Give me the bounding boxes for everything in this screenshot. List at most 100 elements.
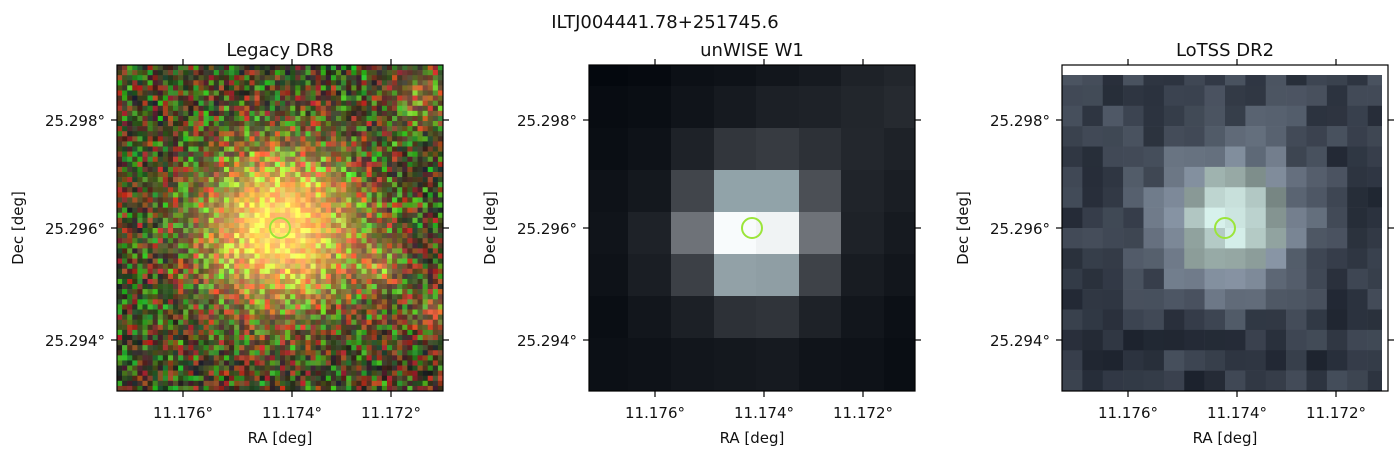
image-pixel	[320, 197, 327, 203]
image-pixel	[162, 355, 169, 361]
image-pixel	[280, 115, 286, 122]
image-pixel	[427, 350, 434, 356]
image-pixel	[315, 243, 322, 249]
image-pixel	[381, 228, 388, 234]
image-pixel	[402, 110, 408, 117]
image-pixel	[756, 296, 800, 339]
image-pixel	[1102, 207, 1124, 229]
image-pixel	[198, 202, 204, 208]
image-pixel	[341, 85, 347, 91]
image-pixel	[386, 284, 393, 290]
image-pixel	[193, 70, 199, 76]
image-pixel	[290, 314, 296, 320]
image-pixel	[300, 141, 306, 147]
image-pixel	[234, 340, 240, 346]
image-pixel	[1062, 65, 1388, 75]
image-pixel	[1163, 146, 1185, 168]
image-pixel	[412, 197, 418, 203]
image-pixel	[203, 141, 209, 147]
image-pixel	[162, 238, 169, 244]
image-pixel	[346, 278, 352, 285]
image-pixel	[407, 110, 413, 117]
image-pixel	[346, 284, 352, 290]
image-pixel	[361, 121, 367, 127]
image-pixel	[234, 253, 240, 259]
image-pixel	[381, 136, 388, 142]
image-pixel	[142, 319, 148, 326]
image-pixel	[432, 345, 439, 351]
image-pixel	[422, 80, 429, 86]
image-pixel	[346, 212, 352, 219]
image-pixel	[432, 207, 439, 214]
image-pixel	[392, 309, 398, 315]
image-pixel	[397, 222, 403, 229]
image-pixel	[213, 177, 220, 183]
image-pixel	[274, 238, 281, 244]
image-pixel	[366, 340, 372, 346]
image-pixel	[132, 207, 138, 214]
image-pixel	[422, 146, 429, 152]
image-pixel	[244, 70, 250, 76]
image-pixel	[218, 100, 225, 107]
image-pixel	[290, 324, 296, 331]
image-pixel	[341, 156, 347, 163]
image-pixel	[208, 217, 215, 224]
image-pixel	[432, 131, 439, 137]
image-pixel	[285, 345, 291, 351]
image-pixel	[1082, 370, 1104, 392]
image-pixel	[351, 126, 357, 132]
image-pixel	[183, 177, 189, 183]
image-pixel	[269, 131, 276, 137]
image-pixel	[285, 309, 291, 315]
image-pixel	[254, 192, 260, 198]
image-pixel	[356, 100, 362, 107]
image-pixel	[371, 380, 378, 387]
image-pixel	[320, 365, 327, 371]
image-pixel	[290, 95, 296, 101]
image-pixel	[330, 334, 337, 341]
image-pixel	[310, 202, 316, 208]
image-pixel	[371, 258, 378, 264]
image-pixel	[173, 238, 179, 244]
image-pixel	[208, 171, 215, 178]
image-pixel	[117, 253, 123, 259]
image-pixel	[330, 294, 337, 300]
image-pixel	[437, 238, 444, 244]
image-pixel	[397, 75, 403, 81]
image-pixel	[422, 156, 429, 163]
image-pixel	[254, 253, 260, 259]
image-pixel	[315, 299, 322, 305]
image-pixel	[183, 360, 189, 366]
image-pixel	[432, 80, 439, 86]
image-pixel	[218, 65, 225, 71]
image-pixel	[366, 177, 372, 183]
image-pixel	[157, 329, 164, 336]
image-pixel	[117, 75, 123, 81]
image-pixel	[427, 222, 434, 229]
image-pixel	[198, 365, 204, 371]
image-pixel	[259, 131, 266, 137]
image-pixel	[295, 177, 301, 183]
image-pixel	[178, 192, 184, 198]
image-pixel	[361, 228, 367, 234]
image-pixel	[310, 207, 316, 214]
image-pixel	[157, 360, 164, 366]
image-pixel	[218, 304, 225, 310]
image-pixel	[407, 105, 413, 112]
image-pixel	[381, 370, 388, 377]
image-pixel	[427, 385, 434, 392]
image-pixel	[381, 233, 388, 239]
image-pixel	[274, 273, 281, 280]
image-pixel	[152, 212, 159, 219]
image-pixel	[122, 161, 128, 168]
image-pixel	[315, 238, 322, 244]
image-pixel	[147, 171, 153, 178]
image-pixel	[407, 100, 413, 107]
image-pixel	[427, 263, 434, 270]
image-pixel	[280, 197, 286, 203]
image-pixel	[249, 187, 255, 193]
image-pixel	[285, 233, 291, 239]
image-pixel	[305, 284, 311, 290]
image-pixel	[427, 360, 434, 366]
image-pixel	[407, 161, 413, 168]
